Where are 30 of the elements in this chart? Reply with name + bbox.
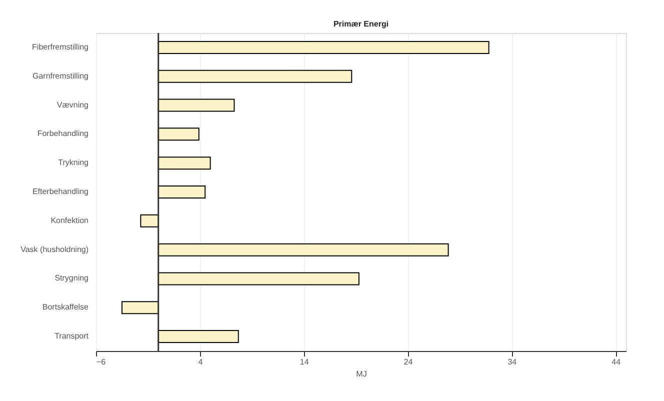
bar: [158, 128, 200, 141]
x-tick-label: 4: [198, 358, 204, 366]
y-tick-label: Fiberfremstilling: [32, 42, 88, 52]
bar: [158, 330, 239, 344]
x-tick-label: −6: [96, 358, 106, 366]
bar: [158, 186, 206, 198]
bar: [158, 40, 490, 54]
x-tick-label: 14: [300, 358, 310, 366]
bar: [158, 272, 360, 286]
bar: [158, 156, 211, 170]
y-tick-label: Efterbehandling: [32, 187, 88, 196]
y-tick-label: Bortskaffelse: [42, 302, 90, 312]
x-tick-label: 44: [612, 358, 622, 366]
y-tick-label: Konfektion: [50, 216, 88, 225]
y-tick-label: Strygning: [54, 274, 88, 283]
y-tick-label: Transport: [54, 332, 90, 341]
bar: [121, 301, 159, 314]
bar: [158, 70, 352, 83]
y-tick-label: Forbehandling: [37, 129, 88, 138]
y-tick-label: Vævning: [56, 100, 88, 110]
bar: [158, 243, 449, 256]
y-tick-label: Garnfremstilling: [32, 71, 88, 80]
x-axis-title: MJ: [356, 370, 367, 378]
x-tick-label: 34: [508, 358, 518, 366]
bar: [158, 98, 235, 112]
x-tick-label: 24: [404, 358, 414, 366]
chart-title: Primær Energi: [333, 19, 389, 28]
y-tick-label: Vask (husholdning): [20, 244, 89, 254]
bar: [140, 214, 159, 228]
y-tick-label: Trykning: [58, 158, 88, 168]
